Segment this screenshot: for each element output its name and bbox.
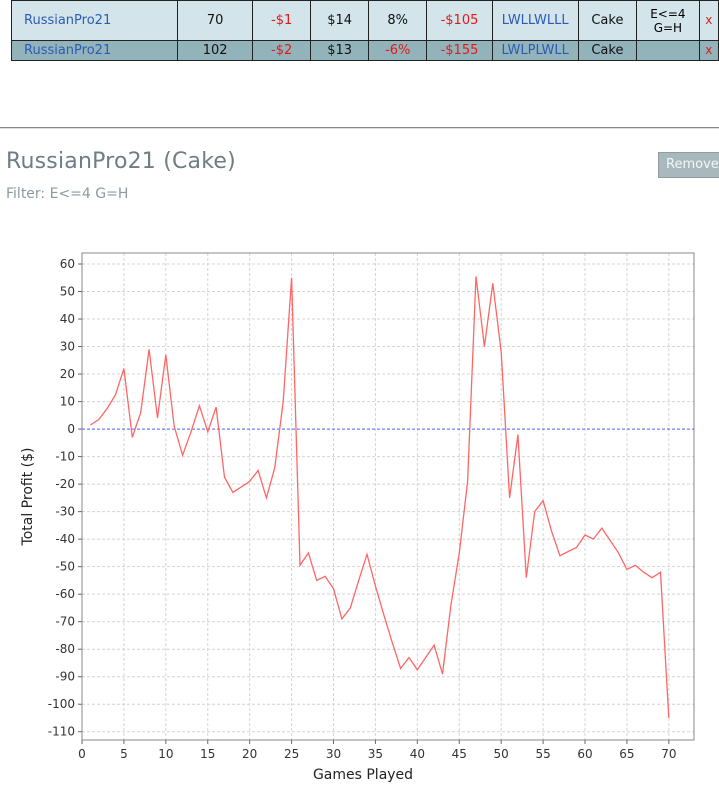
x-tick-label: 15	[200, 747, 215, 761]
x-tick-label: 10	[158, 747, 173, 761]
filter-cell: E<=4 G=H	[636, 0, 700, 41]
y-tick-label: -80	[55, 642, 75, 656]
games-cell: 102	[177, 40, 254, 61]
roi-cell: -6%	[368, 40, 428, 61]
y-tick-label: -70	[55, 615, 75, 629]
plot-area	[82, 253, 694, 740]
section-divider-shadow	[0, 128, 719, 129]
roi-cell: 8%	[368, 0, 428, 41]
table-row: RussianPro21 70 -$1 $14 8% -$105 LWLLWLL…	[10, 0, 719, 41]
x-tick-label: 65	[619, 747, 634, 761]
close-icon[interactable]: x	[705, 13, 713, 27]
y-tick-label: 0	[67, 422, 75, 436]
section-divider	[0, 127, 719, 128]
x-tick-label: 35	[368, 747, 383, 761]
x-tick-label: 45	[452, 747, 467, 761]
y-tick-label: 50	[60, 285, 75, 299]
table-row: RussianPro21 102 -$2 $13 -6% -$155 LWLPL…	[10, 40, 719, 61]
streak-link[interactable]: LWLLWLLL	[491, 0, 579, 41]
x-tick-label: 60	[577, 747, 592, 761]
y-tick-label: -20	[55, 477, 75, 491]
x-tick-label: 30	[326, 747, 341, 761]
x-axis-label: Games Played	[313, 767, 413, 783]
y-tick-label: -90	[55, 670, 75, 684]
x-tick-label: 55	[535, 747, 550, 761]
total-cell: -$105	[426, 0, 493, 41]
x-tick-label: 70	[661, 747, 676, 761]
y-axis-label: Total Profit ($)	[20, 448, 36, 547]
x-tick-label: 40	[410, 747, 425, 761]
close-icon[interactable]: x	[705, 43, 713, 57]
x-tick-label: 0	[78, 747, 86, 761]
streak-link[interactable]: LWLPLWLL	[491, 40, 579, 61]
panel-title: RussianPro21 (Cake)	[6, 149, 236, 174]
y-tick-label: 30	[60, 340, 75, 354]
y-tick-label: -50	[55, 560, 75, 574]
y-tick-label: 40	[60, 312, 75, 326]
total-cell: -$155	[426, 40, 493, 61]
player-link[interactable]: RussianPro21	[10, 0, 179, 41]
player-link[interactable]: RussianPro21	[10, 40, 179, 61]
remove-row-button[interactable]: x	[698, 0, 719, 41]
y-tick-label: 20	[60, 367, 75, 381]
games-cell: 70	[177, 0, 254, 41]
y-tick-label: -60	[55, 587, 75, 601]
y-tick-label: -10	[55, 450, 75, 464]
y-tick-label: -100	[48, 697, 75, 711]
site-cell: Cake	[577, 40, 638, 61]
x-tick-label: 25	[284, 747, 299, 761]
y-tick-label: -40	[55, 532, 75, 546]
remove-button[interactable]: Remove	[658, 152, 719, 178]
x-tick-label: 20	[242, 747, 257, 761]
filter-line-1: E<=4	[650, 6, 686, 21]
profit-cell: -$2	[252, 40, 312, 61]
y-tick-label: -110	[48, 725, 75, 739]
buyin-cell: $13	[310, 40, 370, 61]
x-tick-label: 5	[120, 747, 128, 761]
profit-series-line	[90, 276, 670, 719]
panel-filter-text: Filter: E<=4 G=H	[6, 186, 129, 202]
y-tick-label: 10	[60, 395, 75, 409]
remove-row-button[interactable]: x	[698, 40, 719, 61]
x-tick-label: 50	[494, 747, 509, 761]
y-tick-label: -30	[55, 505, 75, 519]
stats-table: RussianPro21 70 -$1 $14 8% -$105 LWLLWLL…	[10, 0, 719, 61]
site-cell: Cake	[577, 0, 638, 41]
plot-frame	[81, 252, 695, 741]
filter-line-2: G=H	[653, 20, 683, 35]
y-tick-label: 60	[60, 257, 75, 271]
